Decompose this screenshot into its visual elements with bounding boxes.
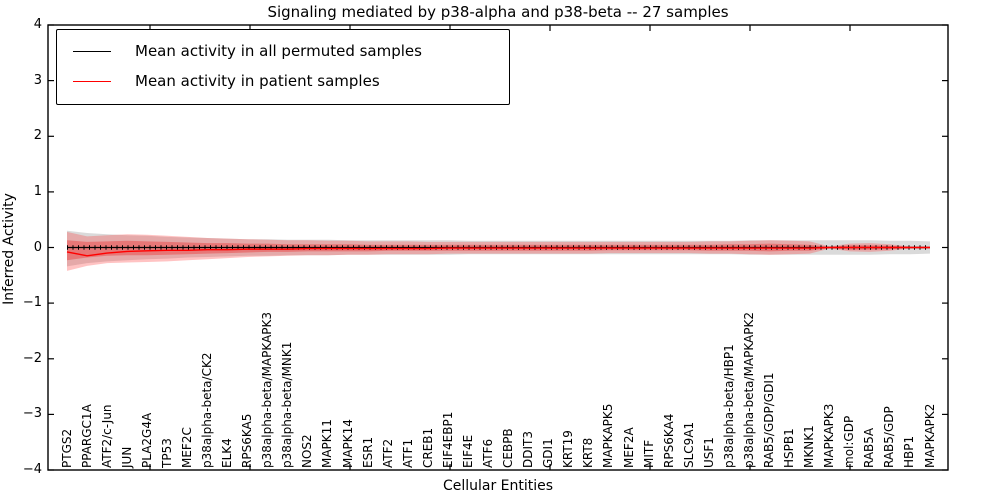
x-tick-label: MITF xyxy=(641,439,656,468)
x-tick-label: NOS2 xyxy=(300,434,315,468)
y-tick-label: −4 xyxy=(22,462,42,477)
x-tick-label: EIF4EBP1 xyxy=(440,411,455,468)
y-tick-label: 0 xyxy=(33,240,42,255)
x-tick-label: USF1 xyxy=(701,437,716,468)
x-tick-label: PPARGC1A xyxy=(79,404,94,468)
x-tick-label: DDIT3 xyxy=(521,431,536,468)
x-tick-label: MKNK1 xyxy=(802,425,817,468)
permuted-line-swatch xyxy=(73,50,111,52)
x-tick-label: RAB5/GDP/GDI1 xyxy=(761,372,776,468)
x-tick-label: p38alpha-beta/MAPKAPK2 xyxy=(741,312,756,468)
x-tick-label: MEF2C xyxy=(179,427,194,468)
x-tick-label: RPS6KA5 xyxy=(240,413,255,468)
x-tick-label: MAPK14 xyxy=(340,419,355,468)
x-tick-label: MAPK11 xyxy=(320,419,335,468)
y-tick-label: 2 xyxy=(33,128,42,143)
y-tick-label: 3 xyxy=(33,73,42,88)
x-tick-label: TP53 xyxy=(159,438,174,468)
x-tick-label: ELK4 xyxy=(220,438,235,468)
x-tick-label: ATF2 xyxy=(380,438,395,468)
x-tick-label: PLA2G4A xyxy=(139,412,154,468)
x-tick-label: ATF1 xyxy=(400,438,415,468)
y-tick-label: 4 xyxy=(33,17,42,32)
legend-box: Mean activity in all permuted samples Me… xyxy=(56,29,510,105)
x-tick-label: EIF4E xyxy=(460,434,475,468)
x-tick-label: ESR1 xyxy=(360,436,375,468)
x-tick-label: PTGS2 xyxy=(59,428,74,468)
x-tick-label: mol:GDP xyxy=(842,415,857,468)
x-tick-label: JUN xyxy=(119,446,134,468)
legend-label-patient: Mean activity in patient samples xyxy=(135,72,380,90)
y-tick-label: 1 xyxy=(33,184,42,199)
x-tick-label: p38alpha-beta/MAPKAPK3 xyxy=(260,312,275,468)
y-tick-label: −3 xyxy=(22,406,42,421)
x-tick-label: MEF2A xyxy=(621,427,636,468)
x-axis-title: Cellular Entities xyxy=(442,478,554,494)
x-tick-label: RAB5/GDP xyxy=(882,406,897,468)
patient-mean-line xyxy=(66,246,930,257)
x-tick-label: HSPB1 xyxy=(782,428,796,468)
x-tick-label: p38alpha-beta/HBP1 xyxy=(721,344,736,468)
y-tick-label: −2 xyxy=(22,351,42,366)
x-tick-label: p38alpha-beta/MNK1 xyxy=(280,341,295,468)
x-tick-label: CREB1 xyxy=(420,427,435,468)
x-tick-label: CEBPB xyxy=(501,428,515,468)
x-tick-label: KRT19 xyxy=(561,430,576,468)
x-tick-label: ATF2/c-Jun xyxy=(99,404,114,468)
x-tick-label: MAPKAPK2 xyxy=(922,403,937,468)
patient-line-swatch xyxy=(73,80,111,82)
legend-label-permuted: Mean activity in all permuted samples xyxy=(135,42,422,60)
x-tick-label: ATF6 xyxy=(481,438,495,468)
x-tick-label: p38alpha-beta/CK2 xyxy=(200,352,214,468)
x-tick-label: MAPKAPK5 xyxy=(601,403,616,468)
x-tick-label: RPS6KA4 xyxy=(661,413,676,468)
legend-item-patient: Mean activity in patient samples xyxy=(57,66,509,96)
x-tick-label: GDI1 xyxy=(541,438,556,468)
chart-title: Signaling mediated by p38-alpha and p38-… xyxy=(267,3,729,21)
x-tick-label: HBP1 xyxy=(902,435,917,468)
patient-samples-outer-band-band xyxy=(67,231,930,271)
patient-samples-inner-band-band xyxy=(67,240,930,261)
x-tick-label: RAB5A xyxy=(862,427,877,468)
legend-item-permuted: Mean activity in all permuted samples xyxy=(57,36,509,66)
x-tick-label: SLC9A1 xyxy=(681,421,696,468)
x-tick-label: KRT8 xyxy=(581,437,596,468)
x-tick-label: MAPKAPK3 xyxy=(822,403,837,468)
y-tick-label: −1 xyxy=(22,295,42,310)
